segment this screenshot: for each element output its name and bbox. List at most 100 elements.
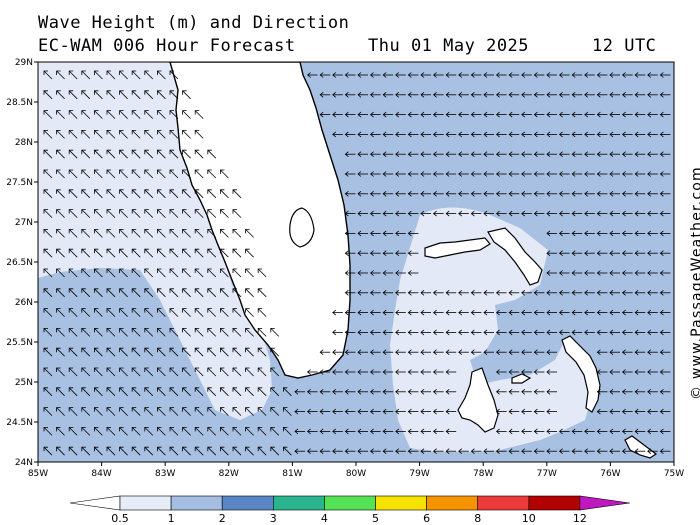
wave-arrow — [621, 329, 633, 336]
abaco-land — [487, 227, 543, 286]
wave-arrow — [344, 151, 356, 158]
wave-arrow — [647, 369, 658, 375]
wave-arrow — [332, 408, 343, 415]
wave-arrow — [207, 347, 217, 357]
wave-arrow — [131, 308, 141, 317]
wave-arrow — [483, 190, 494, 197]
wave-arrow — [207, 367, 217, 377]
andros-land — [457, 367, 499, 433]
colorbar-segment — [324, 495, 376, 511]
wave-arrow — [232, 327, 242, 337]
wave-arrow — [106, 228, 116, 238]
wave-arrow — [558, 250, 570, 257]
wave-arrow — [659, 72, 671, 78]
wave-arrow — [369, 408, 381, 415]
wave-arrow — [369, 91, 381, 98]
wave-arrow — [182, 308, 191, 317]
wave-arrow — [508, 111, 520, 118]
wave-arrow — [521, 388, 532, 395]
wave-arrow — [647, 171, 658, 177]
wave-arrow — [407, 309, 419, 316]
wave-arrow — [81, 70, 91, 80]
wave-arrow — [357, 190, 368, 197]
wave-arrow — [647, 151, 658, 158]
wave-arrow — [634, 349, 646, 356]
wave-arrow — [508, 408, 520, 415]
wave-arrow — [584, 329, 595, 336]
wave-arrow — [596, 111, 608, 118]
wave-arrow — [131, 347, 141, 357]
wave-arrow — [257, 268, 267, 278]
wave-arrow — [470, 329, 482, 336]
wave-arrow — [382, 230, 394, 237]
wave-arrow — [56, 268, 65, 278]
grand-bahama-land — [424, 237, 491, 259]
wave-arrow — [621, 369, 633, 375]
wave-arrow — [81, 228, 91, 238]
wave-arrow — [571, 210, 583, 217]
wave-arrow — [558, 131, 570, 138]
wave-arrow — [558, 270, 570, 276]
wave-arrow — [169, 426, 179, 436]
wave-arrow — [458, 309, 469, 316]
wave-arrow — [558, 309, 570, 316]
wave-arrow — [395, 309, 406, 316]
wave-arrow — [219, 169, 229, 179]
wave-arrow — [420, 388, 431, 395]
longitude-labels: 85W 84W 83W 82W 81W 80W 79W 78W 77W 76W 75W — [28, 462, 684, 479]
wave-arrow — [432, 72, 444, 78]
wave-arrow — [596, 369, 608, 375]
wave-arrow — [508, 289, 520, 296]
wave-arrow — [282, 446, 292, 456]
wave-arrow — [68, 367, 78, 377]
wave-arrow — [119, 426, 128, 436]
wave-arrow — [521, 72, 532, 78]
wave-arrow — [621, 230, 633, 237]
wave-arrow — [533, 91, 545, 98]
wave-arrow — [357, 349, 368, 356]
colorbar-segment — [221, 495, 274, 511]
wave-arrow — [369, 210, 381, 217]
wave-arrow — [584, 72, 595, 78]
wave-arrow — [43, 149, 53, 159]
wave-arrow — [68, 387, 78, 397]
wave-arrow — [357, 329, 368, 336]
wave-arrow — [470, 91, 482, 98]
wave-arrow — [584, 289, 595, 296]
lat-label: 29N — [15, 58, 33, 68]
wave-arrow — [445, 91, 457, 98]
wave-arrow — [609, 369, 620, 375]
wave-arrow — [470, 171, 482, 177]
wave-arrow — [584, 190, 595, 197]
wave-arrow — [56, 387, 65, 397]
wave-arrow — [432, 151, 444, 158]
wave-arrow — [294, 448, 305, 455]
lake-okeechobee — [289, 207, 315, 248]
wave-direction-arrows — [43, 70, 671, 456]
wave-arrow — [584, 131, 595, 138]
wave-arrow — [621, 309, 633, 316]
wave-arrow — [257, 327, 267, 337]
wave-arrow — [106, 268, 116, 278]
wave-arrow — [407, 72, 419, 78]
wave-arrow — [43, 209, 53, 218]
wave-arrow — [395, 210, 406, 217]
wave-arrow — [495, 151, 507, 158]
wave-arrow — [571, 72, 583, 78]
wave-arrow — [470, 448, 482, 455]
wave-arrow — [420, 131, 431, 138]
wave-arrow — [344, 270, 356, 276]
wave-arrow — [194, 426, 204, 436]
wave-arrow — [344, 329, 356, 336]
wave-arrow — [369, 309, 381, 316]
wave-arrow — [344, 190, 356, 197]
wave-arrow — [56, 248, 65, 258]
wave-arrow — [144, 90, 154, 100]
lat-label: 25.5N — [6, 338, 33, 348]
wave-arrow — [68, 228, 78, 238]
wave-arrow — [609, 289, 620, 296]
wave-arrow — [194, 129, 204, 139]
wave-arrow — [458, 91, 469, 98]
wave-arrow — [395, 369, 406, 375]
wave-arrow — [395, 428, 406, 435]
